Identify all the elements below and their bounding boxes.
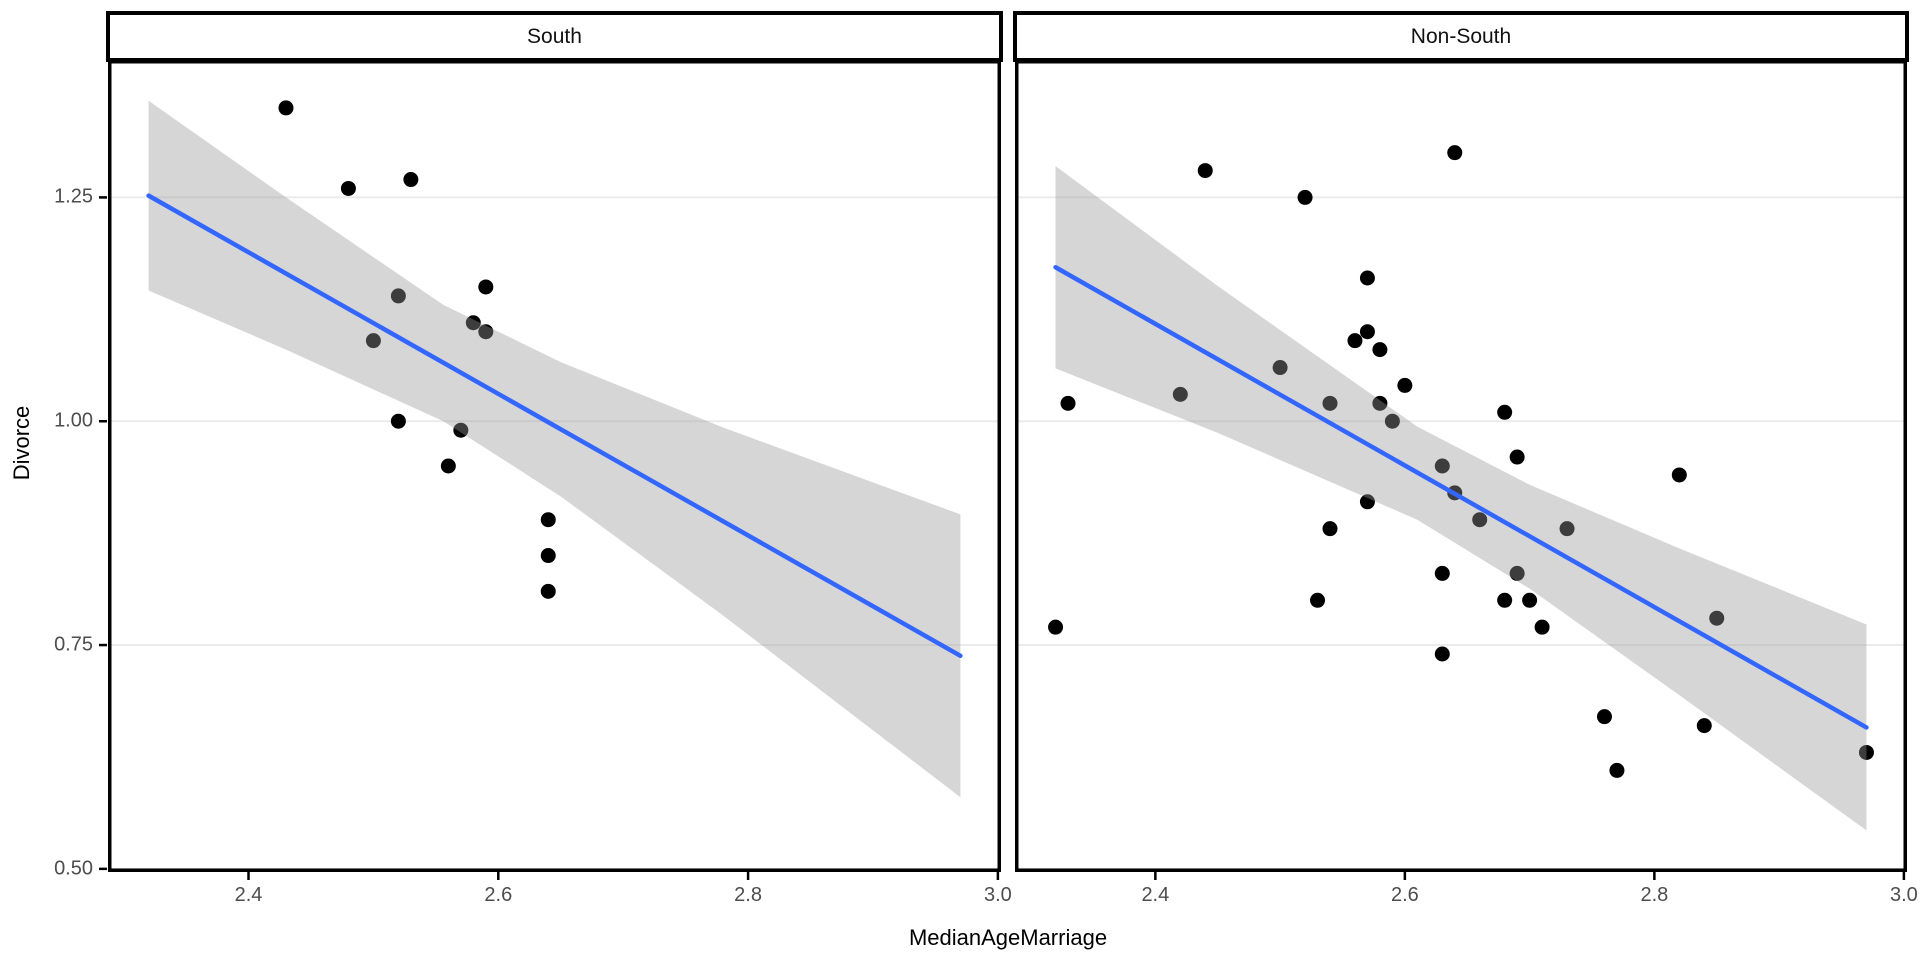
data-point [1384,413,1400,429]
data-point [1060,395,1076,411]
data-point [1858,744,1874,760]
facet-strip-label-south: South [527,25,582,48]
facet-strip [1013,11,1909,62]
data-point [540,548,556,564]
confidence-ribbon [148,100,961,798]
x-tick-label: 2.8 [1640,884,1669,906]
data-point [1472,512,1488,528]
data-point [540,583,556,599]
data-point [1397,377,1413,393]
data-point [453,422,469,438]
data-point [1509,565,1525,581]
data-point [540,512,556,528]
data-point [1434,565,1450,581]
x-tick-label: 3.0 [983,884,1012,906]
panel-border [1015,60,1907,872]
panel-background [1015,60,1907,872]
data-point [1272,360,1288,376]
y-tick-label: 1.25 [54,185,93,208]
data-point [340,180,356,196]
data-point [1359,270,1375,286]
x-tick-label: 2.6 [1390,884,1419,906]
data-point [1359,494,1375,510]
x-tick-label: 2.4 [234,884,263,906]
data-point [1671,467,1687,483]
x-axis-title-text: MedianAgeMarriage [908,925,1108,950]
data-point [1372,395,1388,411]
data-point [1696,718,1712,734]
y-tick-label: 0.50 [54,857,93,880]
data-point [1372,342,1388,358]
data-point [1322,521,1338,537]
data-point [1509,449,1525,465]
y-tick-label: 1.00 [54,409,93,432]
panel-background [108,60,1001,872]
data-point [440,458,456,474]
data-point [1297,189,1313,205]
facet-strip-label-non-south: Non-South [1410,25,1512,48]
data-point [1497,404,1513,420]
data-point [1709,610,1725,626]
data-point [1534,619,1550,635]
data-point [390,413,406,429]
data-point [1497,592,1513,608]
data-point [1359,324,1375,340]
x-axis-title: MedianAgeMarriage [909,925,1206,964]
data-point [1048,619,1064,635]
regression-line [146,193,963,659]
data-point [465,315,481,331]
data-point [278,100,294,116]
data-point [1522,592,1538,608]
x-tick-label: 2.6 [484,884,513,906]
data-point [1559,521,1575,537]
data-point [1172,386,1188,402]
x-tick-label: 2.4 [1141,884,1170,906]
regression-line [1053,265,1869,730]
data-point [1434,458,1450,474]
data-point [1197,163,1213,179]
data-point [1347,333,1363,349]
data-point [1609,762,1625,778]
y-axis-title-text: Divorce [9,405,34,481]
y-axis-title: Divorce [9,406,97,481]
data-point [365,333,381,349]
data-point [1322,395,1338,411]
data-point [390,288,406,304]
data-point [478,279,494,295]
data-point [1310,592,1326,608]
panel-border [108,60,1001,872]
data-point [1596,709,1612,725]
data-point [403,172,419,188]
data-point [478,324,494,340]
data-point [1434,646,1450,662]
y-tick-label: 0.75 [54,633,93,656]
x-tick-label: 3.0 [1889,884,1918,906]
x-tick-label: 2.8 [734,884,762,906]
data-point [1447,145,1463,161]
